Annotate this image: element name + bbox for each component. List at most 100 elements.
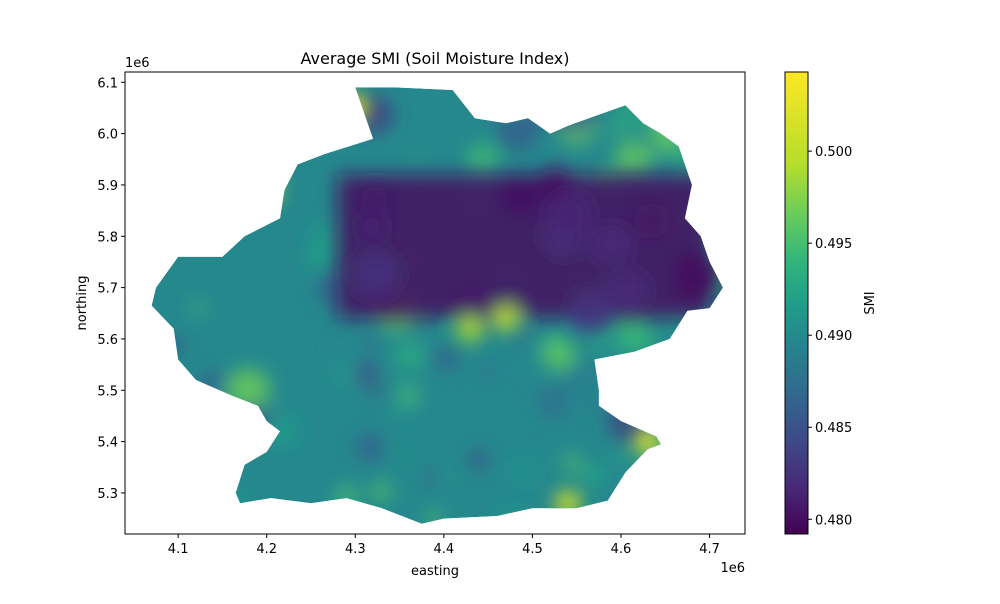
- y-tick-label: 5.9: [97, 179, 118, 194]
- smi-texture-cell: [220, 487, 242, 509]
- smi-texture-cell: [690, 333, 723, 369]
- smi-texture-cell: [491, 87, 510, 107]
- smi-texture-cell: [240, 212, 261, 233]
- x-tick-label: 4.3: [345, 542, 366, 557]
- smi-texture-cell: [234, 506, 262, 524]
- smi-moist-spot: [492, 305, 519, 332]
- smi-moist-spot: [253, 177, 280, 204]
- smi-texture-cell: [264, 415, 297, 447]
- smi-moist-spot: [342, 94, 369, 121]
- smi-texture-cell: [469, 450, 489, 469]
- smi-texture-cell: [511, 320, 541, 350]
- x-tick-label: 4.1: [168, 542, 189, 557]
- smi-texture-cell: [590, 400, 604, 413]
- colorbar-label: SMI: [863, 291, 878, 314]
- y-axis-ticks: 5.3 5.4 5.5 5.6 5.7 5.8 5.9 6.0 6.1: [97, 76, 125, 502]
- smi-texture-cell: [727, 416, 759, 448]
- smi-dry-cell: [571, 291, 612, 332]
- smi-texture-cell: [234, 405, 273, 443]
- smi-texture-cell: [589, 330, 610, 351]
- chart-title: Average SMI (Soil Moisture Index): [301, 49, 570, 68]
- smi-dry-cell: [360, 183, 389, 212]
- smi-texture-cell: [676, 496, 701, 521]
- smi-texture-cell: [709, 500, 723, 516]
- y-tick-label: 5.6: [97, 333, 118, 348]
- smi-texture-cell: [496, 110, 538, 152]
- smi-dry-cell: [634, 202, 671, 239]
- smi-texture-cell: [199, 371, 227, 399]
- smi-texture-cell: [151, 417, 161, 437]
- colorbar-tick-label: 0.480: [815, 513, 852, 528]
- smi-texture-cell: [185, 195, 227, 237]
- smi-texture-cell: [494, 507, 533, 524]
- smi-texture-cell: [686, 110, 723, 154]
- smi-texture-cell: [196, 503, 209, 516]
- smi-texture-cell: [659, 413, 684, 438]
- x-axis-ticks: 4.1 4.2 4.3 4.4 4.5 4.6 4.7: [168, 534, 720, 557]
- y-tick-label: 6.1: [97, 76, 118, 91]
- x-offset-label: 1e6: [720, 561, 745, 576]
- smi-texture-cell: [701, 504, 723, 524]
- smi-texture-cell: [670, 142, 694, 166]
- smi-dry-cell: [501, 174, 541, 214]
- smi-texture-cell: [536, 384, 572, 420]
- smi-texture-cell: [424, 470, 439, 485]
- smi-texture-cell: [725, 423, 758, 456]
- smi-texture-cell: [652, 148, 671, 168]
- smi-texture-cell: [164, 337, 182, 355]
- smi-texture-cell: [335, 485, 359, 509]
- x-tick-label: 4.5: [522, 542, 543, 557]
- smi-moist-spot: [554, 490, 581, 517]
- smi-texture-cell: [151, 505, 167, 521]
- smi-texture-cell: [364, 391, 389, 415]
- smi-moist-spot: [457, 315, 484, 342]
- smi-texture-cell: [649, 392, 684, 426]
- smi-texture-cell: [511, 457, 539, 486]
- colorbar-gradient: [784, 71, 809, 535]
- smi-texture-cell: [477, 360, 501, 384]
- smi-texture-cell: [395, 341, 425, 371]
- y-axis-label: northing: [75, 276, 90, 331]
- colorbar-tick-label: 0.485: [815, 421, 852, 436]
- colorbar-tick-label: 0.495: [815, 237, 852, 252]
- smi-texture-cell: [579, 463, 602, 487]
- smi-texture-cell: [371, 482, 392, 502]
- y-tick-label: 5.8: [97, 230, 118, 245]
- smi-dry-cell: [539, 167, 569, 196]
- smi-texture-cell: [326, 332, 355, 360]
- smi-texture-cell: [615, 140, 652, 177]
- y-tick-label: 6.0: [97, 128, 118, 143]
- smi-texture-cell: [364, 334, 379, 349]
- smi-dry-cell: [353, 252, 398, 297]
- smi-texture-cell: [556, 94, 596, 135]
- smi-dry-cell: [547, 190, 593, 236]
- smi-texture-cell: [226, 87, 257, 102]
- smi-raster: [151, 87, 759, 524]
- smi-texture-cell: [635, 372, 653, 389]
- smi-texture-cell: [513, 101, 527, 115]
- smi-texture-cell: [192, 301, 205, 315]
- smi-texture-cell: [658, 469, 680, 492]
- smi-texture-cell: [354, 431, 386, 463]
- smi-texture-cell: [207, 495, 235, 524]
- x-tick-label: 4.7: [699, 542, 720, 557]
- smi-texture-cell: [678, 102, 703, 127]
- smi-texture-cell: [431, 342, 460, 371]
- x-tick-label: 4.4: [434, 542, 455, 557]
- smi-texture-cell: [614, 90, 656, 132]
- smi-texture-cell: [563, 361, 599, 397]
- smi-texture-cell: [645, 495, 683, 524]
- smi-texture-cell: [724, 322, 758, 356]
- smi-texture-cell: [688, 153, 705, 169]
- x-tick-label: 4.2: [256, 542, 277, 557]
- smi-dry-cell: [673, 252, 722, 301]
- x-tick-label: 4.6: [611, 542, 632, 557]
- smi-moist-spot: [634, 428, 661, 455]
- axes-frame: [124, 71, 746, 535]
- y-tick-label: 5.3: [97, 487, 118, 502]
- colorbar: 0.480 0.485 0.490 0.495 0.500 SMI: [784, 71, 878, 535]
- smi-texture-cell: [240, 189, 262, 211]
- smi-texture-cell: [151, 436, 164, 473]
- colorbar-tick-label: 0.490: [815, 329, 852, 344]
